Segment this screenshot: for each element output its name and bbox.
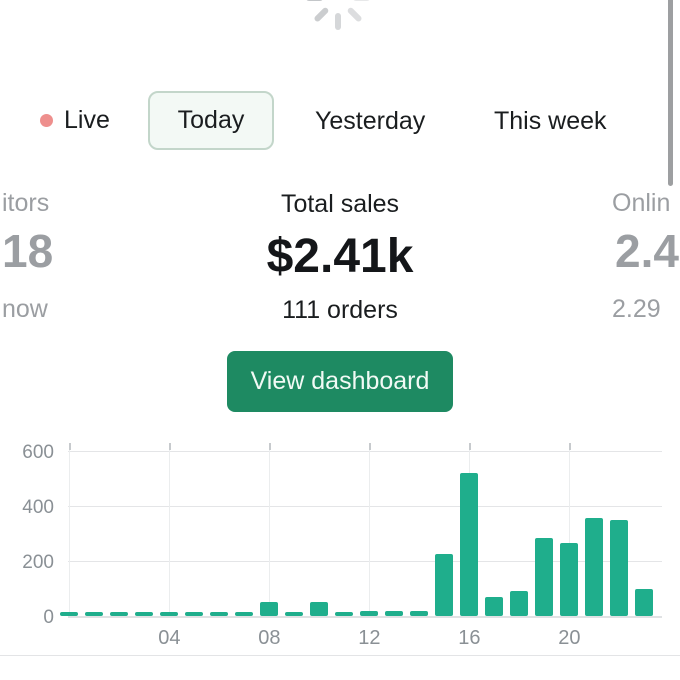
- stat-visitors-sub: now: [2, 295, 48, 323]
- spinner-segment: [313, 6, 330, 23]
- axis-tick-mark: [268, 443, 271, 450]
- gridline-horizontal: [68, 561, 662, 562]
- bar-hour-19: [535, 537, 554, 616]
- gridline-vertical: [369, 443, 371, 616]
- tab-this-week[interactable]: This week: [494, 109, 607, 134]
- bar-hour-12: [360, 611, 379, 616]
- loading-spinner-icon: [306, 0, 370, 30]
- axis-tick-mark: [68, 443, 71, 450]
- axis-tick-mark: [368, 443, 371, 450]
- x-axis-tick-label: 04: [158, 627, 181, 649]
- bar-hour-05: [185, 611, 204, 616]
- tab-yesterday[interactable]: Yesterday: [315, 109, 425, 134]
- bar-hour-07: [235, 611, 254, 616]
- tab-today[interactable]: Today: [148, 91, 274, 150]
- spinner-segment: [335, 13, 341, 30]
- bar-hour-21: [585, 518, 604, 616]
- bar-hour-09: [285, 611, 304, 616]
- bar-hour-03: [135, 611, 154, 616]
- y-axis-tick-label: 200: [22, 552, 54, 573]
- x-axis-baseline: [68, 616, 662, 618]
- bar-hour-18: [510, 591, 529, 616]
- gridline-vertical: [269, 443, 271, 616]
- view-dashboard-button[interactable]: View dashboard: [227, 351, 453, 412]
- bar-hour-13: [385, 610, 404, 616]
- bar-hour-16: [460, 473, 479, 616]
- gridline-vertical: [569, 443, 571, 616]
- stat-total-sales-label: Total sales: [280, 190, 400, 218]
- tab-live-label: Live: [64, 106, 110, 134]
- spinner-segment: [353, 0, 370, 1]
- stat-online-label: Onlin: [612, 189, 671, 217]
- axis-tick-mark: [168, 443, 171, 450]
- bar-hour-14: [410, 611, 429, 616]
- bar-hour-10: [310, 602, 329, 616]
- x-axis-tick-label: 12: [358, 627, 381, 649]
- bar-hour-22: [610, 519, 629, 616]
- bar-hour-15: [435, 554, 454, 616]
- axis-tick-mark: [468, 443, 471, 450]
- stat-online-sub: 2.29: [612, 295, 661, 323]
- stat-total-sales-sub: 111 orders: [282, 296, 398, 324]
- axis-tick-mark: [568, 443, 571, 450]
- bar-hour-00: [60, 611, 79, 616]
- stat-online-value: 2.4: [615, 225, 679, 277]
- x-axis-tick-label: 16: [458, 627, 481, 649]
- stat-online-sessions[interactable]: Onlin 2.4 2.29: [612, 189, 680, 322]
- tab-yesterday-label: Yesterday: [315, 107, 426, 135]
- bottom-divider: [0, 655, 680, 656]
- bar-hour-23: [635, 588, 654, 616]
- live-status-dot-icon: [40, 114, 53, 127]
- x-axis-tick-label: 08: [258, 627, 281, 649]
- stat-visitors-label: itors: [2, 189, 50, 217]
- x-axis-tick-label: 20: [558, 627, 581, 649]
- y-axis-tick-label: 0: [43, 607, 54, 628]
- stat-total-sales[interactable]: Total sales $2.41k 111 orders: [0, 190, 680, 325]
- gridline-vertical: [69, 443, 71, 616]
- gridline-horizontal: [68, 506, 662, 507]
- spinner-segment: [306, 0, 323, 1]
- bar-hour-01: [85, 611, 104, 616]
- spinner-segment: [346, 6, 363, 23]
- tab-today-label: Today: [177, 106, 245, 134]
- y-axis-tick-label: 400: [22, 497, 54, 518]
- bar-hour-08: [260, 602, 279, 616]
- gridline-horizontal: [68, 451, 662, 452]
- bar-hour-06: [210, 611, 229, 616]
- scrollbar-thumb[interactable]: [668, 0, 673, 186]
- bar-hour-20: [560, 543, 579, 616]
- stat-visitors-value: 18: [2, 225, 54, 277]
- gridline-vertical: [469, 443, 471, 616]
- bar-hour-02: [110, 611, 129, 616]
- tab-live[interactable]: Live: [40, 108, 110, 133]
- bar-hour-04: [160, 611, 179, 616]
- tab-this-week-label: This week: [494, 107, 607, 135]
- stat-visitors[interactable]: itors 18 now: [2, 189, 53, 322]
- stat-total-sales-value: $2.41k: [266, 230, 414, 283]
- y-axis-tick-label: 600: [22, 442, 54, 463]
- gridline-vertical: [169, 443, 171, 616]
- bar-hour-11: [335, 611, 354, 616]
- bar-hour-17: [485, 596, 504, 616]
